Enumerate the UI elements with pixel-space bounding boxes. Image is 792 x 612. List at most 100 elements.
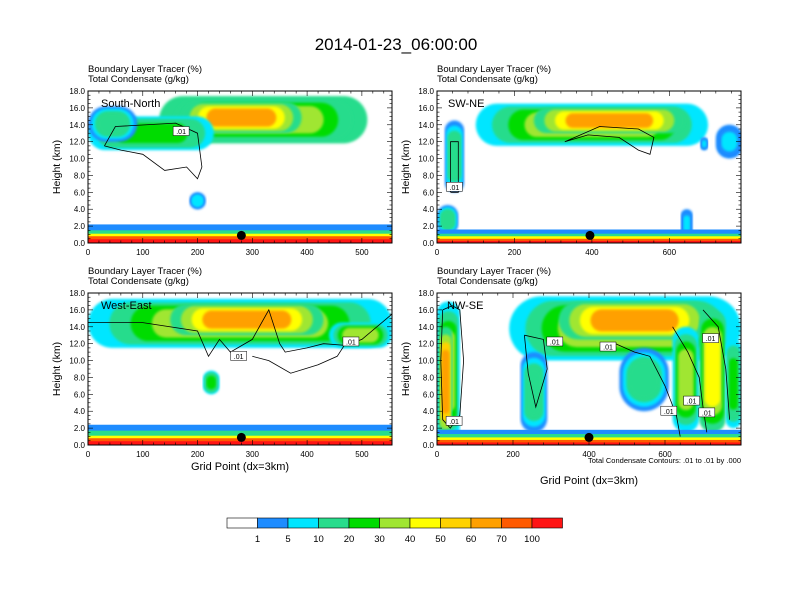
contour-label: .01 [706, 336, 716, 343]
colorbar-label: 70 [496, 534, 507, 545]
colorbar-swatch [348, 517, 380, 529]
y-tick-label: 4.0 [423, 407, 435, 416]
tracer-shading [721, 131, 738, 152]
figure-title: 2014-01-23_06:00:00 [315, 35, 478, 54]
panel-label: South-North [101, 98, 160, 110]
x-tick-label: 400 [585, 248, 599, 257]
y-tick-label: 14.0 [418, 121, 434, 130]
y-tick-label: 12.0 [69, 138, 85, 147]
tracer-shading [98, 113, 127, 135]
y-tick-label: 10.0 [418, 357, 434, 366]
y-tick-label: 0.0 [74, 239, 86, 248]
location-marker [236, 432, 246, 442]
location-marker [584, 432, 594, 442]
y-tick-label: 18.0 [418, 289, 434, 298]
axes: 0 100 200 300 400 500 0.0 2.0 4.0 6.0 8.0 10.0 12.0 1… [69, 289, 392, 459]
location-marker [236, 230, 246, 240]
panel-title-line1: Boundary Layer Tracer (%) [437, 64, 551, 75]
colorbar-label: 60 [466, 534, 477, 545]
panel-nw-se: Boundary Layer Tracer (%) Total Condensa… [400, 266, 742, 487]
tracer-shading [701, 140, 707, 148]
condensate-contour [564, 126, 655, 155]
tracer-shading [728, 358, 738, 410]
tracer-shading [565, 113, 654, 128]
colorbar-swatch [470, 517, 502, 529]
tracer-shading [192, 195, 203, 206]
y-axis-label: Height (km) [400, 342, 412, 396]
panel-title-line1: Boundary Layer Tracer (%) [437, 266, 551, 277]
panel-title-line2: Total Condensate (g/kg) [437, 276, 538, 287]
contour-label-box [546, 336, 564, 347]
condensate-contour [524, 334, 548, 409]
boundary-layer-band [88, 441, 392, 445]
x-tick-label: 300 [246, 450, 260, 459]
contour-label-box [702, 333, 719, 343]
contour-label: .01 [664, 409, 674, 416]
y-tick-label: 18.0 [69, 87, 85, 96]
contour-label-box [683, 395, 700, 406]
x-tick-label: 100 [136, 248, 150, 257]
x-tick-label: 100 [136, 450, 150, 459]
y-tick-label: 4.0 [74, 407, 86, 416]
panel-label: NW-SE [447, 300, 483, 312]
y-axis-label: Height (km) [51, 140, 63, 194]
x-axis-label: Grid Point (dx=3km) [191, 461, 289, 473]
colorbar-label: 5 [285, 534, 290, 545]
y-tick-label: 8.0 [74, 373, 86, 382]
y-tick-label: 8.0 [423, 171, 435, 180]
tracer-shading [629, 361, 659, 398]
y-tick-label: 2.0 [74, 424, 86, 433]
panel-title-line2: Total Condensate (g/kg) [437, 74, 538, 85]
condensate-contour [615, 343, 681, 437]
tracer-shading [448, 135, 461, 178]
panel-title-line1: Boundary Layer Tracer (%) [88, 64, 202, 75]
axes: 0 100 200 300 400 500 0.0 2.0 4.0 6.0 8.0 10.0 12.0 1… [69, 87, 392, 257]
x-tick-label: 500 [355, 450, 369, 459]
tracer-shading [202, 310, 292, 329]
x-tick-label: 400 [300, 450, 314, 459]
y-tick-label: 14.0 [418, 323, 434, 332]
y-tick-label: 12.0 [418, 138, 434, 147]
x-axis-label: Grid Point (dx=3km) [540, 475, 638, 487]
tracer-shading [678, 348, 694, 411]
y-axis-label: Height (km) [400, 140, 412, 194]
condensate-contour [252, 343, 346, 374]
x-tick-label: 500 [355, 248, 369, 257]
y-tick-label: 0.0 [74, 441, 86, 450]
contour-label: .01 [687, 399, 697, 406]
y-tick-label: 6.0 [423, 390, 435, 399]
contour-label-box [446, 182, 463, 192]
contour-label: .01 [603, 345, 613, 352]
colorbar: 1 5 10 20 30 40 50 60 70 100 [226, 517, 563, 545]
panel-label: SW-NE [448, 98, 484, 110]
y-tick-label: 2.0 [423, 424, 435, 433]
y-axis-label: Height (km) [51, 342, 63, 396]
y-tick-label: 10.0 [69, 155, 85, 164]
y-tick-label: 0.0 [423, 239, 435, 248]
panel-title-line1: Boundary Layer Tracer (%) [88, 266, 202, 277]
location-marker [585, 230, 595, 240]
boundary-layer-band [437, 240, 741, 243]
condensate-contour [450, 141, 459, 193]
contour-label-box [342, 336, 360, 347]
colorbar-label: 40 [405, 534, 416, 545]
contour-label: .01 [550, 340, 560, 347]
y-tick-label: 2.0 [423, 222, 435, 231]
panel-title-line2: Total Condensate (g/kg) [88, 276, 189, 287]
y-tick-label: 16.0 [69, 104, 85, 113]
tracer-shading [206, 108, 277, 127]
x-tick-label: 0 [86, 248, 91, 257]
contour-label-box [660, 405, 678, 416]
x-tick-label: 600 [658, 450, 672, 459]
y-tick-label: 18.0 [418, 87, 434, 96]
y-tick-label: 8.0 [423, 373, 435, 382]
colorbar-label: 1 [255, 534, 260, 545]
colorbar-label: 50 [435, 534, 446, 545]
colorbar-swatch [409, 517, 441, 529]
tracer-shading [704, 335, 721, 407]
plot-area: .01 .01 .01 .01 .01 .01 .01 [437, 296, 741, 445]
y-tick-label: 16.0 [69, 306, 85, 315]
contour-label-box [445, 416, 463, 426]
panel-south-north: Boundary Layer Tracer (%) Total Condensa… [51, 64, 393, 257]
